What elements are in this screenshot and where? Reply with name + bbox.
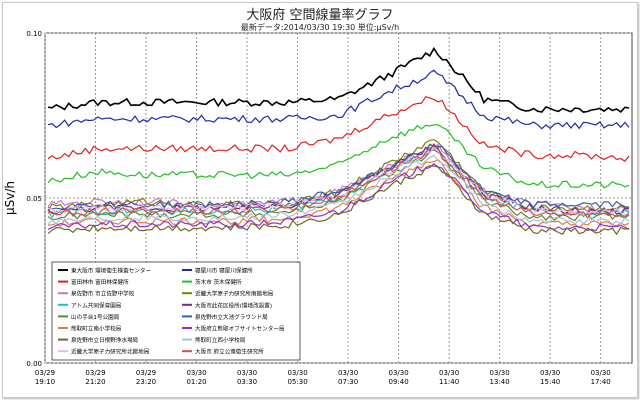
x-tick-time: 19:10 [35, 378, 55, 386]
legend-label: 泉佐野市立大池グラウンド局 [195, 313, 268, 321]
legend-label: 大阪府立熊取オフサイトセンター局 [195, 325, 285, 333]
series-line-15 [47, 145, 630, 219]
legend-label: 茨木市 茨木保健所 [195, 278, 242, 286]
legend-label: 大阪市 府立公衆衛生研究所 [195, 348, 264, 356]
grid [44, 32, 632, 364]
legend-label: 熊取町立西小学校局 [195, 336, 246, 344]
x-tick-time: 03:30 [237, 378, 257, 386]
x-tick-time: 13:40 [490, 378, 510, 386]
x-tick-date: 03/30 [186, 369, 206, 377]
legend-label: アトム共同保育園局 [71, 301, 122, 309]
series-line-0 [47, 46, 630, 113]
x-tick-date: 03/30 [591, 369, 611, 377]
x-tick-time: 09:40 [389, 378, 409, 386]
legend-label: 泉佐野市 市立佐野中学校 [71, 290, 135, 298]
series-line-2 [47, 95, 630, 163]
series-line-7 [47, 143, 630, 216]
series-lines [47, 46, 630, 236]
y-axis-label: μSv/h [3, 181, 17, 215]
series-line-3 [47, 124, 630, 189]
x-tick-date: 03/30 [389, 369, 409, 377]
x-tick-date: 03/30 [287, 369, 307, 377]
y-tick-label: 0.05 [26, 195, 42, 203]
series-line-8 [47, 149, 630, 222]
chart-subtitle: 最新データ:2014/03/30 19:30 単位:μSv/h [240, 23, 400, 32]
x-tick-time: 05:30 [287, 378, 307, 386]
legend-box [51, 261, 301, 361]
x-tick-time: 21:20 [85, 378, 105, 386]
y-tick-label: 0.00 [26, 360, 42, 368]
x-tick-date: 03/30 [237, 369, 257, 377]
x-tick-date: 03/29 [85, 369, 105, 377]
x-tick-time: 17:40 [591, 378, 611, 386]
legend-label: 東大阪市 環境衛生検査センター [71, 267, 151, 275]
legend-label: 山の手台1号公園局 [71, 313, 120, 321]
x-axis-ticks: 03/2919:1003/2921:2003/2923:2003/3001:20… [35, 369, 611, 386]
x-tick-date: 03/30 [540, 369, 560, 377]
x-tick-date: 03/30 [439, 369, 459, 377]
legend-label: 寝屋川市 寝屋川保健所 [195, 267, 253, 275]
legend-label: 大阪市此花区役所(環境改設置) [195, 301, 272, 309]
x-tick-time: 11:40 [439, 378, 459, 386]
y-tick-label: 0.10 [26, 30, 42, 38]
x-tick-time: 07:30 [338, 378, 358, 386]
legend-label: 泉佐野市立日根野浄水場局 [71, 336, 139, 344]
legend-label: 近畿大学原子力研究所南館地局 [195, 290, 274, 298]
x-tick-date: 03/30 [338, 369, 358, 377]
x-tick-time: 15:40 [540, 378, 560, 386]
legend-label: 熊取町立南小学校局 [71, 325, 122, 333]
x-tick-date: 03/30 [490, 369, 510, 377]
y-axis-ticks: 0.10 0.05 0.00 [26, 30, 42, 368]
legend-label: 近畿大学原子力研究所北館地局 [71, 348, 150, 356]
x-tick-time: 23:20 [136, 378, 156, 386]
series-line-9 [47, 143, 630, 210]
x-tick-date: 03/29 [136, 369, 156, 377]
x-tick-time: 01:20 [186, 378, 206, 386]
series-line-12 [47, 165, 630, 236]
x-tick-date: 03/29 [35, 369, 55, 377]
series-line-13 [47, 154, 630, 226]
series-line-1 [47, 69, 630, 130]
chart-title: 大阪府 空間線量率グラフ [246, 8, 394, 23]
legend-label: 富田林市 富田林保健所 [71, 278, 129, 286]
